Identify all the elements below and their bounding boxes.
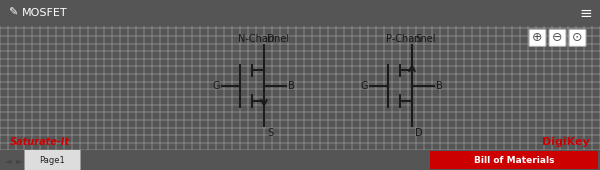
FancyBboxPatch shape: [529, 29, 546, 46]
Text: G: G: [361, 81, 368, 91]
FancyBboxPatch shape: [430, 151, 598, 169]
FancyBboxPatch shape: [569, 29, 586, 46]
Text: B: B: [436, 81, 443, 91]
Text: N-Channel: N-Channel: [238, 33, 289, 44]
Text: Page1: Page1: [39, 156, 65, 165]
Text: P-Channel: P-Channel: [386, 33, 436, 44]
Text: DigiKey: DigiKey: [542, 137, 590, 147]
Text: Bill of Materials: Bill of Materials: [474, 156, 554, 165]
Text: D: D: [415, 128, 422, 138]
Text: ◄: ◄: [5, 156, 11, 165]
Text: ⊙: ⊙: [572, 31, 583, 44]
FancyBboxPatch shape: [549, 29, 566, 46]
Text: ⊕: ⊕: [532, 31, 543, 44]
Text: G: G: [212, 81, 220, 91]
Text: MOSFET: MOSFET: [22, 8, 68, 18]
Text: Saturate-It: Saturate-It: [10, 137, 70, 147]
Text: B: B: [288, 81, 295, 91]
Text: ⊖: ⊖: [552, 31, 563, 44]
Text: ✎: ✎: [8, 8, 17, 18]
Text: S: S: [415, 33, 421, 44]
Text: ≡: ≡: [579, 6, 592, 21]
Text: D: D: [267, 33, 275, 44]
Text: ►: ►: [16, 156, 23, 165]
FancyBboxPatch shape: [25, 142, 80, 170]
Text: S: S: [267, 128, 273, 138]
